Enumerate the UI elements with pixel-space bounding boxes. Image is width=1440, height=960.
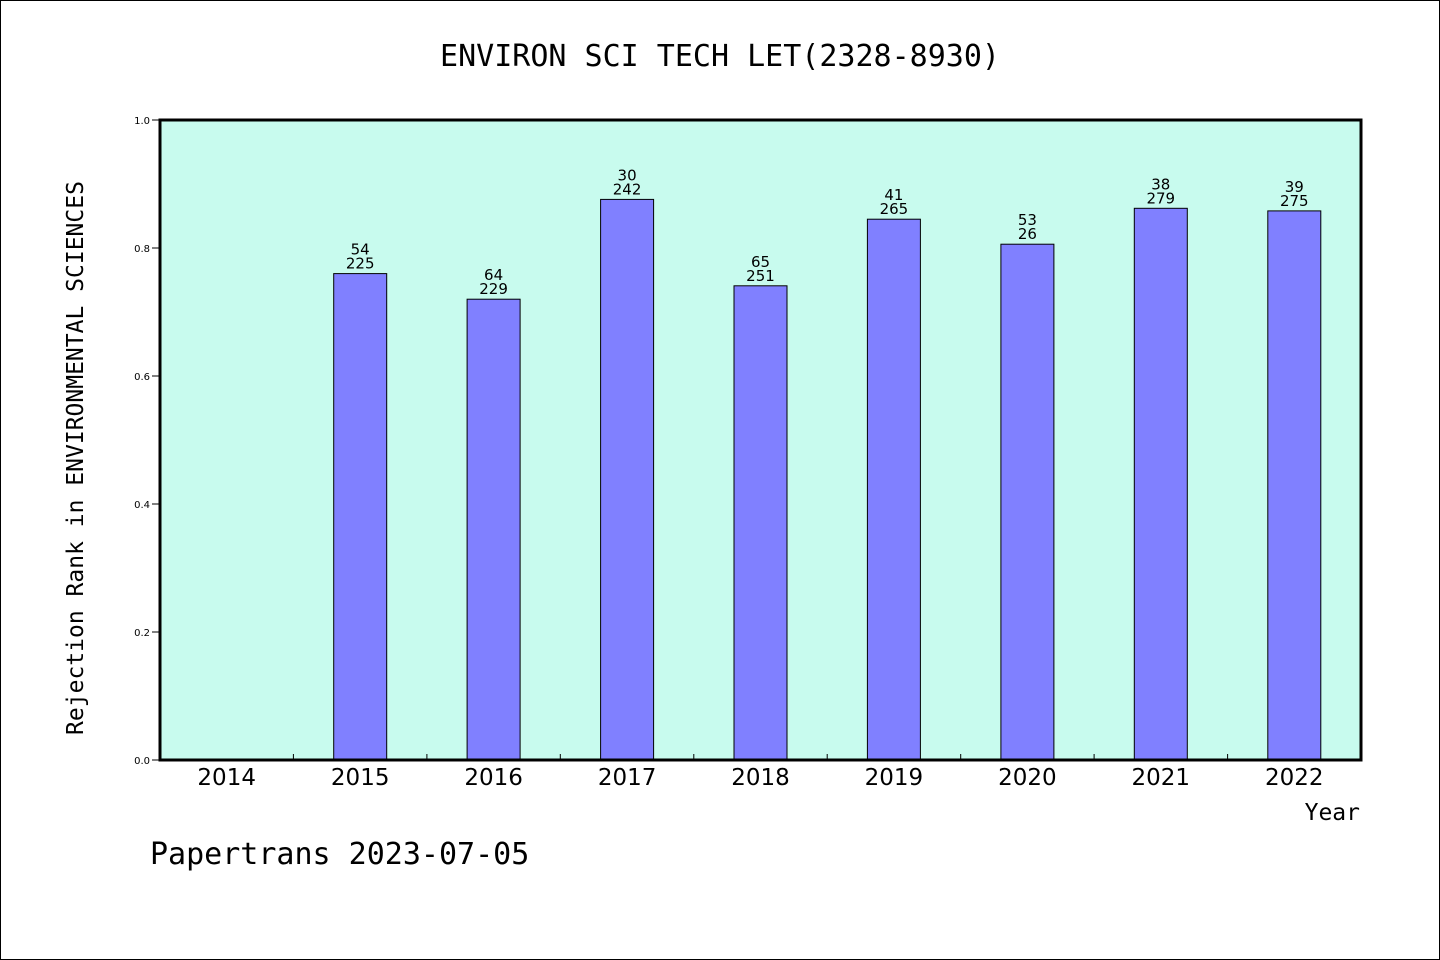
bar-2021 [1133, 207, 1188, 761]
footer-stamp: Papertrans 2023-07-05 [150, 837, 529, 872]
bar-2016 [466, 298, 521, 761]
x-tick-label-2017: 2017 [598, 765, 657, 791]
bar-label-bottom-2017: 242 [613, 180, 642, 198]
bar-2019 [866, 218, 921, 761]
x-tick-label-2021: 2021 [1132, 765, 1191, 791]
bar-label-top-2020: 53 [1018, 211, 1037, 229]
x-axis-title: Year [1305, 800, 1360, 826]
bar-label-top-2021: 38 [1151, 175, 1170, 193]
bar-label-top-2019: 41 [884, 186, 903, 204]
bar-label-bottom-2018: 251 [746, 267, 775, 285]
bar-label-top-2022: 39 [1285, 178, 1304, 196]
bar-label-bottom-2016: 229 [479, 280, 508, 298]
bar-label-top-2017: 30 [618, 166, 637, 184]
x-tick-label-2020: 2020 [998, 765, 1057, 791]
x-tick-label-2016: 2016 [464, 765, 523, 791]
bar-label-bottom-2019: 265 [880, 200, 909, 218]
bar-label-top-2018: 65 [751, 253, 770, 271]
plot-border [158, 118, 1363, 762]
bar-label-bottom-2020: 26 [1018, 225, 1037, 243]
x-tick-label-2019: 2019 [865, 765, 924, 791]
y-tick-label-0.0: 0.0 [134, 756, 150, 767]
bar-label-bottom-2021: 279 [1146, 189, 1175, 207]
bar-2020 [1000, 243, 1055, 761]
bar-2018 [733, 285, 788, 761]
y-axis-title: Rejection Rank in ENVIRONMENTAL SCIENCES [63, 181, 89, 735]
y-tick-label-0.8: 0.8 [134, 244, 150, 255]
x-tick-label-2018: 2018 [731, 765, 790, 791]
y-tick-label-1.0: 1.0 [134, 116, 150, 127]
y-tick-label-0.2: 0.2 [134, 628, 150, 639]
y-tick-label-0.4: 0.4 [134, 500, 150, 511]
bar-label-top-2016: 64 [484, 266, 503, 284]
bar-label-bottom-2022: 275 [1280, 192, 1309, 210]
bar-label-bottom-2015: 225 [346, 255, 375, 273]
y-tick-label-0.6: 0.6 [134, 372, 150, 383]
chart-title: ENVIRON SCI TECH LET(2328-8930) [440, 39, 1000, 74]
x-axis-ticks: 2014 2015 2016 2017 2018 2019 2020 2021 2022 [197, 754, 1324, 791]
x-tick-label-2014: 2014 [197, 765, 256, 791]
bars-group [333, 198, 1322, 761]
bar-2015 [333, 273, 388, 761]
x-tick-label-2015: 2015 [331, 765, 390, 791]
x-tick-label-2022: 2022 [1265, 765, 1324, 791]
bar-2017 [600, 198, 655, 761]
y-axis-ticks: 0.0 0.2 0.4 0.6 0.8 1.0 [134, 116, 160, 767]
bar-2022 [1267, 210, 1322, 761]
bar-label-top-2015: 54 [351, 241, 370, 259]
